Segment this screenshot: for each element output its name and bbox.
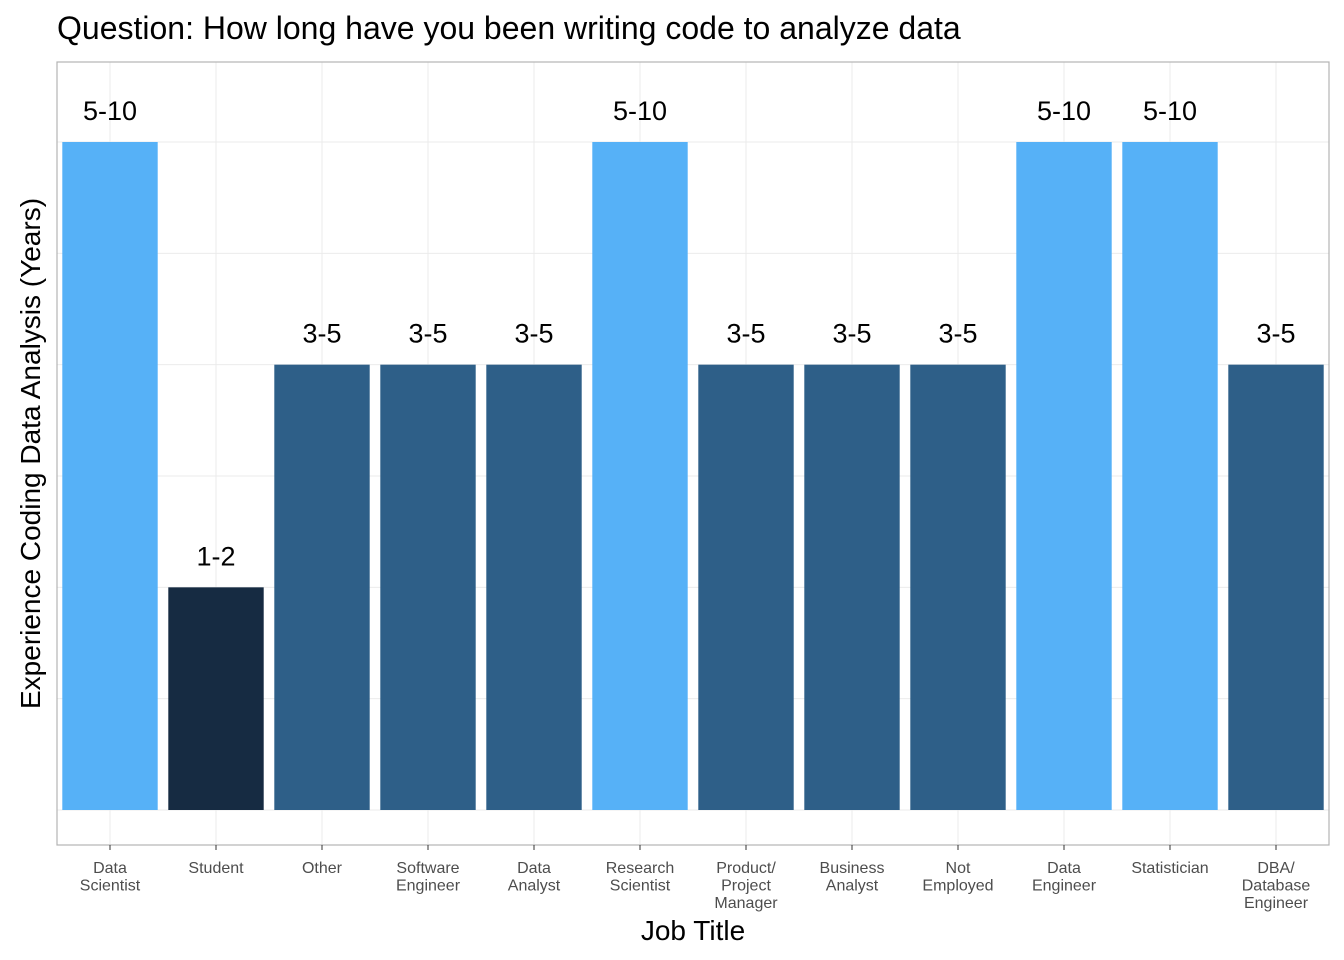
bar-value-label: 3-5 bbox=[832, 319, 871, 349]
data-labels: 5-10 1-2 3-5 3-5 3-5 5-10 3-5 3-5 3-5 5-10 5-10 3-5 bbox=[83, 96, 1296, 571]
bars bbox=[62, 141, 1324, 811]
bar bbox=[486, 364, 582, 810]
bar-value-label: 3-5 bbox=[408, 319, 447, 349]
bar bbox=[168, 587, 264, 810]
x-tick-label: DBA/Database Engineer bbox=[1242, 860, 1311, 912]
bar-value-label: 1-2 bbox=[196, 541, 235, 571]
x-tick-label: Student bbox=[188, 860, 244, 877]
bar-value-label: 3-5 bbox=[514, 319, 553, 349]
x-tick-label: Other bbox=[302, 860, 343, 877]
bar bbox=[804, 364, 900, 810]
x-tick-label: Data Engineer bbox=[1032, 860, 1097, 895]
x-axis-ticks: Data Scientist Student Other Software Enginee… bbox=[80, 845, 1311, 912]
bar bbox=[1228, 364, 1324, 810]
bar bbox=[1122, 141, 1218, 811]
x-tick-label: Software Engineer bbox=[396, 860, 461, 895]
bar-value-label: 3-5 bbox=[726, 319, 765, 349]
chart-title: Question: How long have you been writing… bbox=[57, 10, 961, 46]
bar-value-label: 3-5 bbox=[1256, 319, 1295, 349]
bar bbox=[274, 364, 370, 810]
bar-value-label: 5-10 bbox=[1143, 96, 1197, 126]
bar-value-label: 5-10 bbox=[613, 96, 667, 126]
bar-value-label: 5-10 bbox=[83, 96, 137, 126]
x-tick-label: Data Scientist bbox=[80, 860, 141, 895]
x-axis-title: Job Title bbox=[641, 915, 745, 946]
x-tick-label: Business Analyst bbox=[820, 860, 885, 895]
bar bbox=[592, 141, 688, 811]
bar-value-label: 5-10 bbox=[1037, 96, 1091, 126]
bar bbox=[380, 364, 476, 810]
x-tick-label: Data Analyst bbox=[508, 860, 561, 895]
bar bbox=[698, 364, 794, 810]
x-tick-label: Research Scientist bbox=[606, 860, 674, 895]
bar-value-label: 3-5 bbox=[302, 319, 341, 349]
x-tick-label: Not Employed bbox=[922, 860, 993, 895]
x-tick-label: Statistician bbox=[1131, 860, 1208, 877]
x-tick-label: Product/Project Manager bbox=[714, 860, 778, 912]
bar bbox=[62, 141, 158, 811]
y-axis-title: Experience Coding Data Analysis (Years) bbox=[15, 198, 46, 709]
bar-value-label: 3-5 bbox=[938, 319, 977, 349]
bar bbox=[1016, 141, 1112, 811]
panel-border bbox=[56, 61, 1330, 846]
bar bbox=[910, 364, 1006, 810]
